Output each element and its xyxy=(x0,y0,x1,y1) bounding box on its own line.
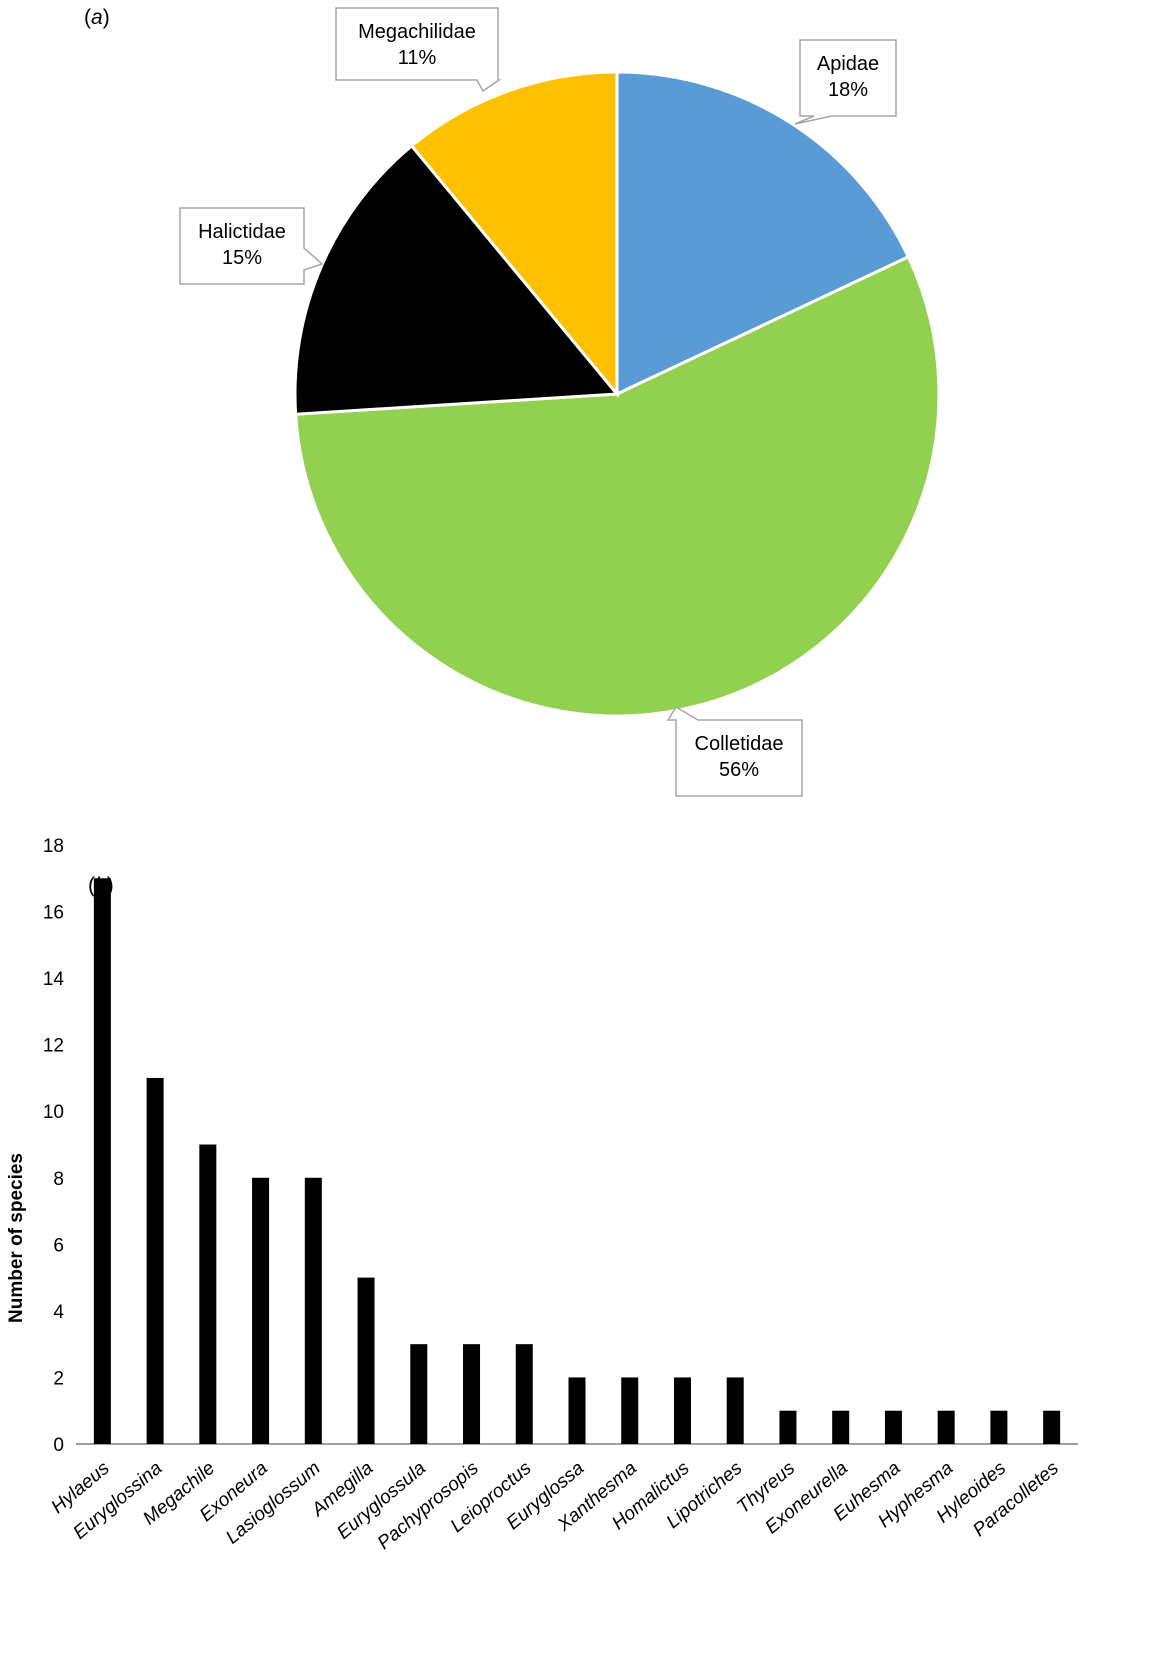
bar-exoneurella xyxy=(832,1410,850,1444)
pie-slices xyxy=(293,70,941,718)
callout-apidae: Apidae 18% xyxy=(794,39,897,125)
bar-lasioglossum xyxy=(304,1177,322,1444)
callout-box xyxy=(666,705,803,797)
bar-thyreus xyxy=(779,1410,797,1444)
callout-percent: 18% xyxy=(828,79,868,101)
pie-callouts: Apidae 18% Colletidae 56% Halictidae 15% Megac… xyxy=(179,7,897,797)
pie-slice-colletidae xyxy=(294,254,941,718)
y-tick-label: 12 xyxy=(43,1036,64,1057)
bar-pachyprosopis xyxy=(463,1344,481,1444)
y-tick-labels: 0 2 4 6 8 10 12 14 16 18 xyxy=(43,836,65,1456)
callout-percent: 11% xyxy=(398,47,437,69)
callout-name: Apidae xyxy=(817,53,879,75)
y-tick-label: 4 xyxy=(53,1302,64,1323)
y-axis-label: Number of species xyxy=(6,1153,27,1323)
y-tick-label: 8 xyxy=(53,1169,64,1190)
y-tick-label: 6 xyxy=(53,1235,64,1256)
pie-slice-megachilidae xyxy=(409,70,619,399)
callout-colletidae: Colletidae 56% xyxy=(666,705,803,797)
bar-hyleoides xyxy=(990,1410,1008,1444)
callout-percent: 56% xyxy=(719,759,759,781)
bar-euryglossula xyxy=(410,1344,428,1444)
pie-slice-apidae xyxy=(615,70,911,397)
callout-name: Megachilidae xyxy=(358,21,476,43)
callout-box xyxy=(335,7,502,93)
y-tick-label: 14 xyxy=(43,969,65,990)
bar-leioproctus xyxy=(515,1344,533,1444)
pie-slice-halictidae xyxy=(293,143,621,416)
callout-megachilidae: Megachilidae 11% xyxy=(335,7,502,93)
pie-chart: (a) Apidae 18% Colletidae 56% Halictidae 15% M… xyxy=(84,6,941,797)
bar-lipotriches xyxy=(726,1377,744,1444)
bar-xanthesma xyxy=(621,1377,639,1444)
callout-box xyxy=(794,39,897,125)
bar-hyphesma xyxy=(937,1410,955,1444)
bar-euhesma xyxy=(884,1410,902,1444)
callout-halictidae: Halictidae 15% xyxy=(179,207,324,285)
callout-box xyxy=(179,207,324,285)
y-tick-label: 16 xyxy=(43,903,64,924)
bar-exoneura xyxy=(252,1177,270,1444)
bar-homalictus xyxy=(673,1377,691,1444)
x-tick-labels: HylaeusEuryglossinaMegachileExoneuraLasi… xyxy=(47,1457,1063,1554)
bar-paracolletes xyxy=(1043,1410,1061,1444)
bar-euryglossa xyxy=(568,1377,586,1444)
bar-amegilla xyxy=(357,1277,375,1444)
y-tick-label: 18 xyxy=(43,836,64,857)
y-tick-label: 0 xyxy=(53,1435,64,1456)
y-tick-label: 2 xyxy=(53,1368,64,1389)
bar-series xyxy=(93,878,1061,1444)
pie-panel-label: (a) xyxy=(84,6,110,29)
bar-megachile xyxy=(199,1144,217,1444)
bar-euryglossina xyxy=(146,1077,164,1444)
y-tick-label: 10 xyxy=(43,1102,64,1123)
callout-percent: 15% xyxy=(222,247,262,269)
callout-name: Colletidae xyxy=(695,733,784,755)
callout-name: Halictidae xyxy=(198,221,286,243)
bar-hylaeus xyxy=(93,878,111,1444)
